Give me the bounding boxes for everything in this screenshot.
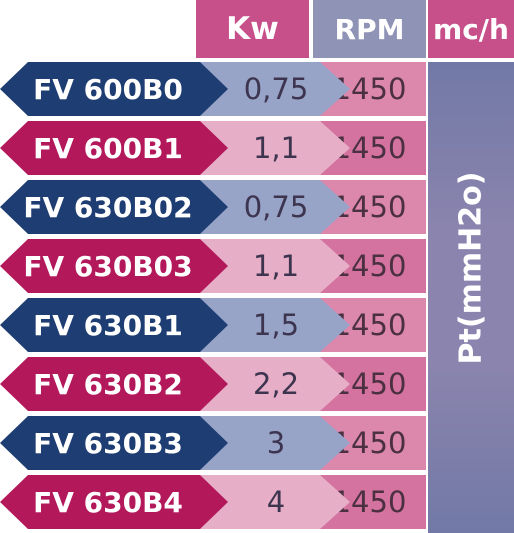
model-name: FV 630B1 bbox=[33, 308, 183, 342]
kw-value: 1,5 bbox=[252, 308, 300, 342]
model-name: FV 630B02 bbox=[23, 190, 193, 224]
table-row: 1450 0,75 FV 630B02 bbox=[0, 180, 428, 234]
model-name: FV 600B1 bbox=[33, 131, 183, 165]
pressure-column bbox=[428, 62, 514, 533]
table-row: 1450 1,1 FV 630B03 bbox=[0, 239, 428, 293]
kw-value: 0,75 bbox=[243, 72, 309, 106]
kw-value: 2,2 bbox=[252, 367, 300, 401]
kw-value: 4 bbox=[266, 485, 286, 519]
model-label-shape bbox=[0, 239, 228, 293]
header-kw: Kw bbox=[196, 0, 309, 58]
model-label-shape bbox=[0, 357, 228, 411]
table-row: 1450 3 FV 630B3 bbox=[0, 416, 428, 470]
table-row: 1450 1,1 FV 600B1 bbox=[0, 121, 428, 175]
table-row: 1450 0,75 FV 600B0 bbox=[0, 62, 428, 116]
kw-value: 0,75 bbox=[243, 190, 309, 224]
kw-value: 1,1 bbox=[252, 249, 300, 283]
model-name: FV 630B03 bbox=[23, 249, 193, 283]
model-name: FV 630B2 bbox=[33, 367, 183, 401]
model-label-shape bbox=[0, 62, 228, 116]
model-label-shape bbox=[0, 121, 228, 175]
model-label-shape bbox=[0, 416, 228, 470]
model-name: FV 630B3 bbox=[33, 426, 183, 460]
rpm-value: 1450 bbox=[313, 62, 426, 116]
header-rpm: RPM bbox=[313, 0, 426, 58]
model-label-shape bbox=[0, 475, 228, 529]
header-mch: mc/h bbox=[428, 0, 514, 58]
pressure-column-label: Pt(mmH2o) bbox=[453, 171, 489, 365]
table-row: 1450 4 FV 630B4 bbox=[0, 475, 428, 529]
model-name: FV 600B0 bbox=[33, 72, 183, 106]
table-row: 1450 2,2 FV 630B2 bbox=[0, 357, 428, 411]
rpm-value: 1450 bbox=[313, 416, 426, 470]
table-row: 1450 1,5 FV 630B1 bbox=[0, 298, 428, 352]
kw-value: 3 bbox=[266, 426, 286, 460]
model-name: FV 630B4 bbox=[33, 485, 183, 519]
kw-value: 1,1 bbox=[252, 131, 300, 165]
model-label-shape bbox=[0, 298, 228, 352]
model-label-shape bbox=[0, 180, 228, 234]
